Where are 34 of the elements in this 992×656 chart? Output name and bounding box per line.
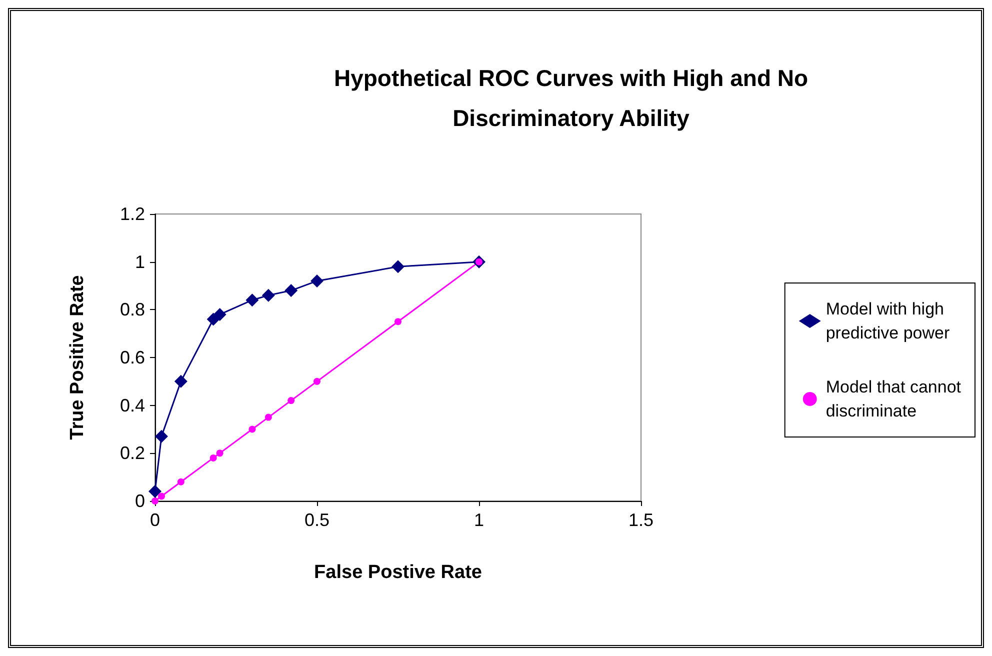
point [216, 450, 224, 457]
x-tick-label: 1 [474, 510, 484, 530]
x-tick-label: 1.5 [628, 510, 654, 530]
point [213, 308, 226, 321]
y-tick-label: 1 [134, 252, 145, 272]
x-axis-title: False Postive Rate [314, 562, 482, 583]
point [288, 397, 295, 404]
point [148, 484, 162, 498]
point [264, 414, 272, 421]
point [248, 426, 256, 433]
y-tick-label: 0.4 [120, 395, 145, 416]
legend-label: Model that cannot discriminate [826, 378, 962, 420]
x-tick-label: 0.5 [304, 510, 330, 530]
y-axis-title: True Positive Rate [67, 275, 88, 440]
legend-label: Model with high predictive power [826, 300, 950, 342]
point [392, 260, 404, 274]
point [158, 492, 165, 500]
chart-title: Hypothetical ROC Curves with High and No Discriminatory Ability [334, 65, 808, 131]
point [284, 284, 298, 298]
y-tick-label: 1.2 [120, 204, 145, 224]
point [177, 478, 184, 486]
point [154, 430, 168, 443]
y-tick-label: 0 [134, 491, 145, 511]
point [174, 374, 188, 388]
point [394, 318, 402, 326]
point [314, 378, 320, 385]
x-tick-label: 0 [150, 510, 160, 530]
point [310, 274, 324, 288]
point [262, 288, 275, 302]
y-tick-label: 0.2 [120, 443, 145, 464]
y-tick-label: 0.8 [120, 300, 145, 320]
y-tick-label: 0.6 [120, 348, 145, 368]
point [246, 294, 259, 307]
point [210, 454, 217, 462]
